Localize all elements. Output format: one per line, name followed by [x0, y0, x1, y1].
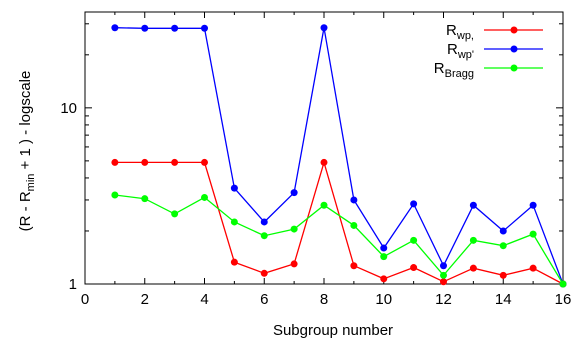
legend-label-sub: Bragg	[445, 68, 474, 80]
data-point	[320, 158, 328, 166]
series-3	[111, 191, 567, 288]
data-point	[499, 271, 507, 279]
data-point	[230, 258, 238, 266]
data-point	[230, 184, 238, 192]
data-point	[171, 158, 179, 166]
series-line	[114, 194, 564, 285]
series-line	[114, 27, 564, 285]
data-point	[469, 264, 477, 272]
data-point	[290, 260, 298, 268]
data-point	[410, 236, 418, 244]
x-axis-label: Subgroup number	[273, 322, 393, 339]
y-axis-label-rest: + 1 ) - logscale	[17, 71, 34, 174]
y-axis-label-sub: min	[25, 174, 37, 192]
legend: Rwp,Rwp'RBragg	[434, 22, 543, 80]
data-point	[141, 24, 149, 32]
y-axis-label: (R - Rmin + 1 ) - logscale	[17, 71, 37, 232]
y-tick-label: 10	[60, 100, 77, 117]
legend-label-sub: wp,	[456, 30, 474, 42]
data-point	[529, 264, 537, 272]
data-point	[201, 24, 208, 32]
plot-area: 0 2 4 6 8 10 12 14 16 1 10	[60, 11, 572, 308]
data-point	[380, 253, 388, 261]
data-point	[171, 210, 179, 218]
data-point	[440, 262, 447, 270]
legend-label-sub: wp'	[457, 49, 474, 61]
data-point	[260, 232, 268, 240]
data-point	[499, 227, 507, 235]
data-point	[559, 280, 567, 288]
data-point	[469, 201, 477, 209]
data-point	[141, 158, 149, 166]
legend-marker	[510, 64, 518, 72]
y-axis-label-main: (R - R	[17, 191, 34, 231]
data-point	[201, 158, 208, 166]
data-point	[320, 24, 328, 32]
x-tick-label: 10	[375, 291, 392, 308]
legend-label-main: R	[447, 41, 458, 58]
data-point	[440, 278, 447, 286]
data-point	[260, 269, 268, 277]
data-point	[350, 196, 358, 204]
data-point	[440, 271, 447, 279]
x-tick-label: 16	[555, 291, 572, 308]
x-tick-label: 4	[200, 291, 208, 308]
legend-label-main: R	[434, 60, 445, 77]
data-point	[410, 264, 418, 272]
data-point	[350, 221, 358, 229]
series-line	[114, 160, 564, 285]
data-point	[141, 195, 149, 203]
data-point	[201, 193, 208, 201]
data-point	[111, 158, 119, 166]
x-tick-label: 6	[260, 291, 268, 308]
data-point	[230, 218, 238, 226]
data-point	[529, 230, 537, 238]
legend-label: Rwp'	[447, 41, 474, 61]
data-point	[469, 236, 477, 244]
data-point	[410, 200, 418, 208]
x-tick-label: 14	[495, 291, 512, 308]
data-point	[290, 189, 298, 197]
data-point	[529, 201, 537, 209]
data-point	[380, 244, 388, 252]
y-tick-label: 1	[69, 276, 77, 293]
data-point	[260, 218, 268, 226]
series-1	[111, 158, 567, 288]
legend-label: RBragg	[434, 60, 474, 80]
data-point	[111, 24, 119, 32]
legend-label: Rwp,	[446, 22, 474, 42]
x-tick-label: 0	[81, 291, 89, 308]
x-tick-label: 2	[141, 291, 149, 308]
data-point	[290, 225, 298, 233]
x-tick-label: 8	[320, 291, 328, 308]
series-2	[111, 24, 567, 288]
data-point	[499, 242, 507, 250]
x-tick-label: 12	[435, 291, 452, 308]
data-point	[111, 191, 119, 199]
series-layer	[111, 24, 567, 288]
legend-marker	[510, 45, 518, 53]
data-point	[350, 262, 358, 270]
data-point	[171, 24, 179, 32]
data-point	[380, 275, 388, 283]
legend-label-main: R	[446, 22, 457, 39]
data-point	[320, 201, 328, 209]
legend-marker	[510, 26, 518, 34]
